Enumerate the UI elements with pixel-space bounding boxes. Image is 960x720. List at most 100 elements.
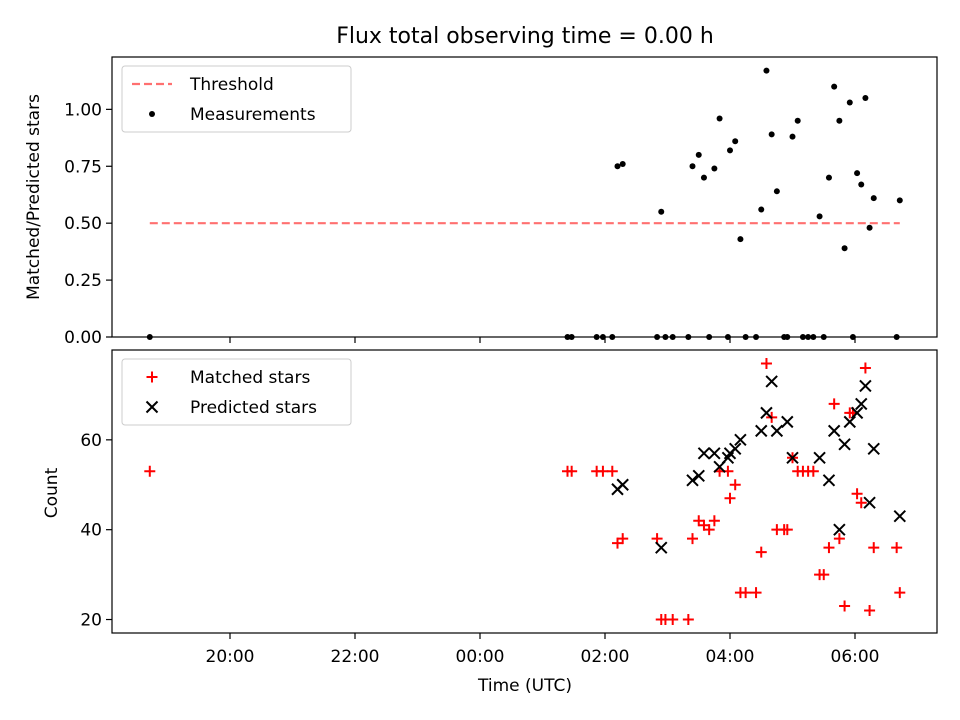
- legend-label: Threshold: [189, 75, 274, 95]
- x-tick-label: 22:00: [331, 647, 380, 667]
- matched-star-point: [617, 533, 629, 545]
- predicted-star-point: [692, 469, 705, 482]
- matched-star-point: [144, 465, 156, 477]
- measurement-point: [711, 165, 718, 172]
- matched-star-point: [807, 465, 819, 477]
- legend-box: [121, 358, 352, 426]
- measurement-point: [846, 99, 853, 106]
- predicted-star-point: [813, 451, 826, 465]
- x-axis-label: Time (UTC): [477, 676, 572, 696]
- measurement-point: [753, 334, 760, 340]
- measurement-point: [773, 188, 780, 195]
- predicted-star-point: [855, 397, 868, 411]
- matched-star-point: [750, 587, 762, 599]
- measurement-point: [784, 334, 791, 340]
- measurement-point: [658, 208, 665, 215]
- measurement-point: [893, 334, 900, 340]
- measurement-point: [689, 163, 696, 170]
- predicted-star-point: [755, 424, 768, 438]
- measurement-point: [831, 83, 838, 90]
- y-tick-label: 0.50: [64, 214, 102, 234]
- measurement-point: [870, 195, 877, 202]
- x-tick-label: 02:00: [581, 647, 630, 667]
- predicted-star-point: [838, 438, 851, 451]
- predicted-star-point: [708, 447, 721, 460]
- measurement-point: [609, 334, 616, 340]
- measurement-point: [568, 334, 575, 340]
- predicted-star-point: [850, 406, 864, 420]
- predicted-star-point: [760, 406, 773, 420]
- predicted-star-point: [729, 442, 742, 456]
- predicted-star-point: [734, 433, 747, 447]
- measurement-point: [789, 133, 796, 140]
- matched-star-point: [708, 515, 720, 527]
- predicted-star-point: [781, 415, 794, 429]
- predicted-star-point: [786, 451, 799, 465]
- y-tick-label: 1.00: [64, 100, 102, 120]
- predicted-star-point: [893, 509, 906, 523]
- measurement-point: [768, 131, 775, 138]
- count-marks: [144, 357, 906, 626]
- y-tick-label: 0.00: [64, 328, 102, 348]
- legend-box: [121, 65, 352, 133]
- legend-label: Matched stars: [190, 368, 310, 388]
- measurement-point: [654, 334, 661, 340]
- legend-predicted-swatch: [145, 400, 159, 414]
- measurement-point: [685, 334, 692, 340]
- predicted-star-point: [833, 523, 846, 536]
- x-tick-label: 20:00: [206, 647, 255, 667]
- predicted-star-point: [859, 379, 872, 393]
- predicted-star-point: [686, 474, 699, 487]
- matched-star-point: [566, 465, 578, 477]
- count-y-axis-label: Count: [42, 467, 62, 518]
- measurement-point: [841, 245, 848, 252]
- matched-star-point: [868, 542, 880, 554]
- measurement-point: [695, 151, 702, 158]
- measurement-point: [700, 174, 707, 181]
- ratio-axes: 0.00 0.25 0.50 0.75 1.00: [64, 100, 856, 348]
- measurement-point: [862, 94, 869, 101]
- predicted-star-point: [822, 474, 836, 487]
- measurement-point: [593, 334, 600, 340]
- matched-star-point: [687, 533, 698, 545]
- predicted-star-point: [770, 424, 784, 438]
- matched-star-point: [855, 497, 867, 509]
- matched-star-point: [703, 524, 715, 536]
- matched-star-point: [606, 465, 618, 477]
- measurement-point: [706, 334, 713, 340]
- matched-star-point: [667, 614, 679, 626]
- matched-star-point: [833, 533, 845, 545]
- count-axes: 20 40 60 20:00 22:00 00:00 02:00 04:00 06:00: [80, 431, 879, 667]
- measurement-point: [794, 117, 801, 124]
- measurement-point: [896, 197, 903, 204]
- matched-star-point: [682, 614, 694, 626]
- y-tick-label: 60: [80, 431, 102, 451]
- x-tick-label: 00:00: [456, 647, 505, 667]
- legend-measurement-swatch: [149, 111, 155, 117]
- legend-matched-swatch: [146, 371, 158, 383]
- measurement-point: [737, 236, 744, 243]
- matched-star-point: [818, 569, 830, 581]
- predicted-star-point: [765, 375, 778, 388]
- predicted-star-point: [616, 478, 629, 491]
- matched-star-point: [891, 542, 903, 554]
- matched-star-point: [828, 398, 840, 410]
- measurement-point: [799, 334, 806, 340]
- measurement-point: [716, 115, 723, 122]
- measurement-point: [669, 334, 676, 340]
- y-tick-label: 40: [80, 521, 102, 541]
- matched-star-point: [894, 587, 906, 599]
- predicted-star-point: [655, 541, 668, 554]
- y-tick-label: 20: [80, 611, 102, 631]
- measurement-point: [763, 67, 770, 74]
- predicted-star-point: [843, 415, 856, 429]
- measurement-point: [564, 334, 571, 340]
- measurement-point: [858, 181, 865, 188]
- matched-star-point: [760, 357, 772, 369]
- matched-star-point: [839, 600, 851, 612]
- ratio-marks: [146, 67, 903, 340]
- measurement-point: [619, 160, 626, 167]
- predicted-star-point: [863, 496, 876, 509]
- measurement-point: [805, 334, 812, 340]
- measurement-point: [614, 163, 621, 170]
